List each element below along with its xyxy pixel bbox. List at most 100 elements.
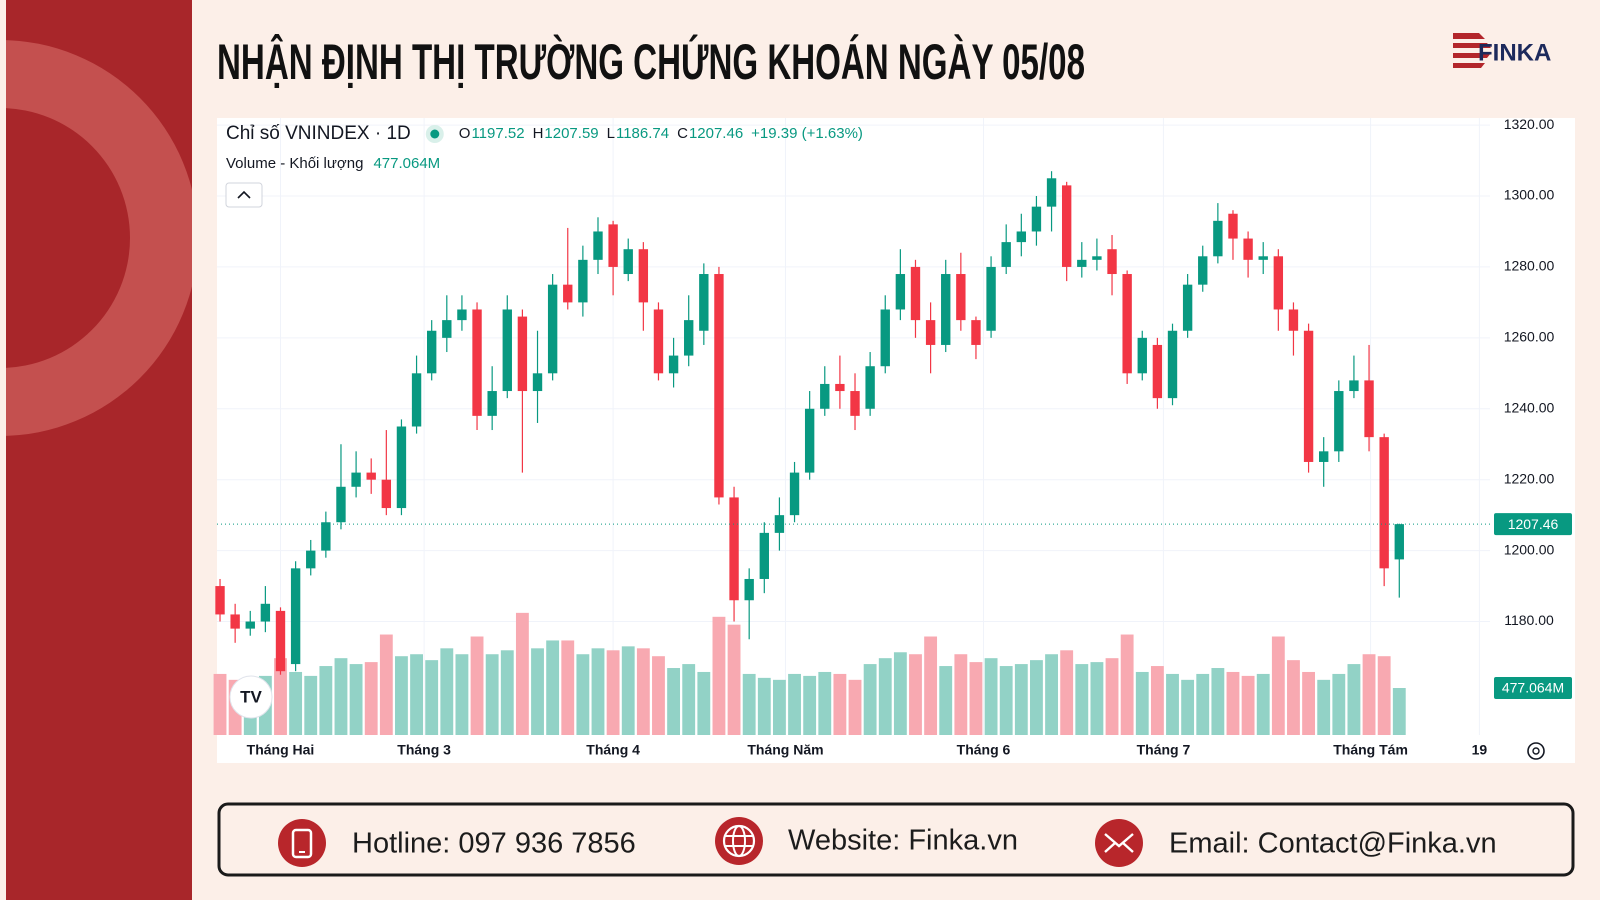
candle-body	[306, 550, 316, 569]
candle-body	[684, 320, 694, 356]
candle-body	[1349, 380, 1359, 392]
volume-bar	[334, 658, 348, 735]
collapse-button[interactable]	[225, 182, 263, 208]
candle-body	[668, 355, 679, 374]
email[interactable]: Email: Contact@Finka.vn	[1169, 828, 1497, 860]
symbol: Chỉ số VNINDEX · 1D	[226, 123, 411, 144]
volume-bar	[1392, 688, 1406, 735]
volume-bar	[1377, 656, 1391, 735]
contact-bar	[217, 802, 1575, 877]
y-tick-label: 1180.00	[1504, 612, 1554, 628]
candle-body	[396, 426, 407, 509]
candle-body	[336, 486, 346, 523]
volume-bar	[682, 664, 696, 735]
candle-body	[971, 320, 981, 345]
candle-body	[714, 274, 724, 498]
volume-bar	[833, 673, 847, 735]
y-tick-label: 1260.00	[1504, 329, 1555, 345]
candle-body	[1228, 213, 1238, 239]
volume-bar	[999, 666, 1013, 735]
volume-bar	[1302, 671, 1316, 735]
volume-bar	[1211, 668, 1225, 735]
candle-body	[1303, 330, 1314, 462]
y-tick-label: 1200.00	[1504, 541, 1555, 557]
candle-body	[1258, 256, 1268, 260]
candle-body	[260, 603, 271, 622]
volume-bar	[470, 636, 484, 735]
candle-body	[457, 309, 467, 321]
y-tick-label: 1220.00	[1504, 470, 1555, 486]
candle-body	[487, 391, 497, 416]
x-tick-label: Tháng 3	[397, 742, 451, 758]
volume-bar	[636, 648, 650, 735]
candle-body	[880, 309, 890, 367]
tv-logo[interactable]	[229, 675, 273, 719]
candle-body	[1137, 337, 1147, 374]
hotline[interactable]: Hotline: 097 936 7856	[352, 828, 636, 860]
candle-body	[1394, 524, 1404, 560]
candle-body	[789, 472, 800, 516]
candle-body	[699, 274, 709, 331]
candle-body	[1016, 231, 1027, 243]
volume-bar	[818, 671, 832, 735]
candle-body	[321, 522, 331, 551]
candle-body	[1152, 344, 1163, 399]
candle-body	[623, 249, 633, 275]
candle-body	[1001, 242, 1011, 267]
ohlc-label: H	[533, 125, 544, 142]
volume-bar	[1150, 666, 1164, 735]
candle-body	[759, 532, 769, 579]
candle-body	[215, 586, 225, 615]
volume-bar	[742, 673, 756, 735]
candle-body	[1288, 309, 1299, 331]
email-icon	[1095, 819, 1143, 867]
volume-bar	[1332, 673, 1346, 735]
settings-icon[interactable]	[1527, 742, 1545, 760]
volume-bar	[1075, 664, 1089, 735]
candle-body	[986, 266, 996, 331]
ohlc-value: 1207.46	[689, 125, 743, 142]
x-tick-label: Tháng 4	[586, 742, 640, 758]
volume-bar	[939, 666, 953, 735]
logo-mark	[1453, 33, 1491, 68]
website-icon	[715, 817, 763, 865]
candle-body	[1046, 178, 1057, 207]
volume-bar	[319, 666, 333, 735]
candle-body	[517, 316, 528, 392]
volume-bar	[1014, 664, 1028, 735]
volume-bar	[652, 656, 665, 735]
volume-bar	[878, 658, 892, 735]
volume-bar	[893, 652, 907, 735]
status-dot-core	[430, 129, 440, 139]
volume-bar	[863, 664, 877, 735]
volume-bar	[546, 640, 560, 735]
volume-bar	[1166, 673, 1179, 735]
volume-bar	[1196, 673, 1210, 735]
volume-bar	[667, 668, 681, 735]
volume-bar	[1271, 636, 1285, 735]
logo: FINKA	[1453, 33, 1551, 68]
y-tick-label: 1240.00	[1504, 399, 1555, 415]
volume-bar	[1317, 679, 1331, 735]
ohlc-label: C	[677, 125, 688, 142]
volume-bar	[1045, 654, 1058, 735]
website[interactable]: Website: Finka.vn	[788, 825, 1018, 857]
volume-bar	[621, 646, 635, 735]
candle-body	[850, 391, 860, 416]
candle-body	[941, 274, 951, 345]
candle-body	[1182, 284, 1193, 331]
x-tick-label: Tháng Năm	[747, 742, 823, 758]
volume-bar	[531, 648, 544, 735]
volume-bar	[379, 634, 393, 735]
candle-body	[1319, 451, 1329, 462]
candle-body	[1077, 259, 1087, 267]
ohlc-value: 1186.74	[616, 125, 669, 142]
volume-bar	[1060, 650, 1074, 735]
candle-body	[638, 249, 649, 303]
x-tick-label: 19	[1472, 742, 1488, 758]
collapse-icon	[237, 190, 251, 199]
ohlc-label: O	[459, 125, 471, 142]
